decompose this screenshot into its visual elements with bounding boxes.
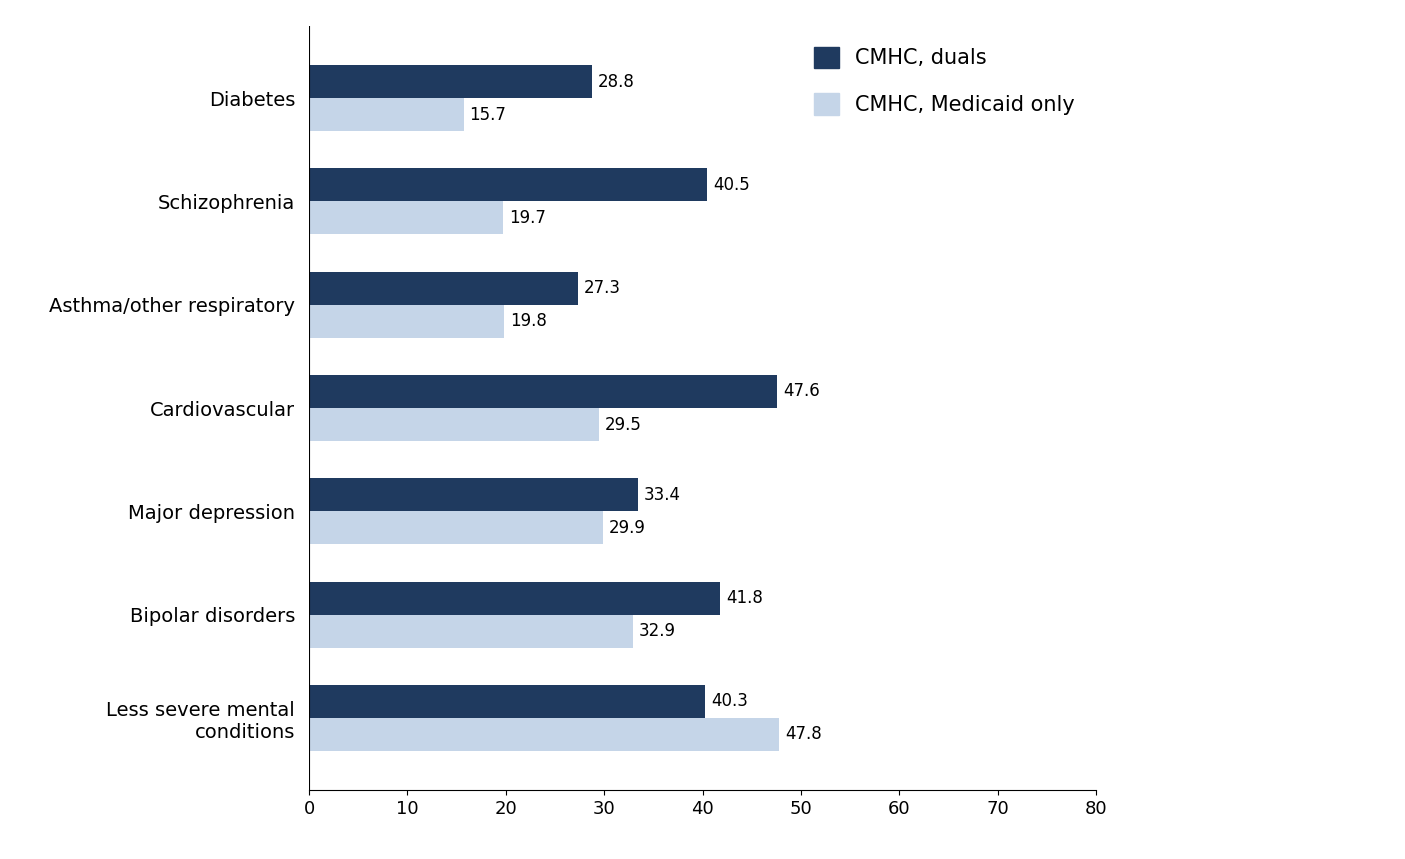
Bar [309,98,464,131]
Bar [309,201,503,235]
Text: 19.7: 19.7 [509,209,545,227]
Bar [309,168,708,201]
Bar [309,582,721,615]
Bar [309,615,632,648]
Bar [309,375,777,408]
Bar [309,718,780,751]
Bar [309,65,593,98]
Text: 15.7: 15.7 [469,106,506,124]
Bar [309,305,504,338]
Text: 41.8: 41.8 [726,589,763,607]
Text: 28.8: 28.8 [599,72,635,90]
Bar [309,408,600,441]
Text: 33.4: 33.4 [643,486,680,504]
Text: 19.8: 19.8 [510,312,547,330]
Bar [309,271,577,305]
Bar [309,685,705,718]
Text: 47.8: 47.8 [785,726,822,744]
Text: 47.6: 47.6 [783,382,821,400]
Text: 32.9: 32.9 [638,622,676,640]
Text: 40.5: 40.5 [714,176,750,194]
Legend: CMHC, duals, CMHC, Medicaid only: CMHC, duals, CMHC, Medicaid only [804,36,1086,125]
Bar [309,511,603,545]
Text: 40.3: 40.3 [711,692,749,710]
Text: 29.9: 29.9 [610,519,646,537]
Bar [309,478,638,511]
Text: 29.5: 29.5 [606,416,642,434]
Text: 27.3: 27.3 [583,279,621,297]
